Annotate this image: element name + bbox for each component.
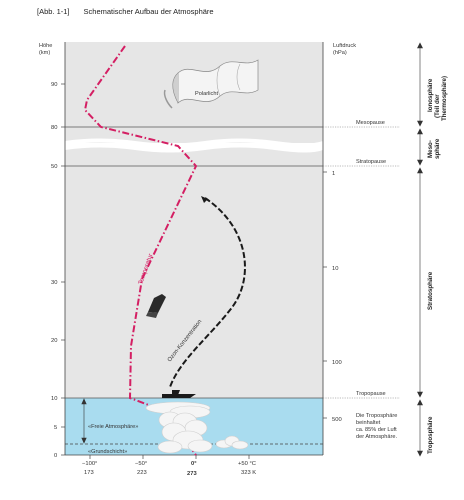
celsius-tick-minus50: −50° (135, 461, 147, 467)
stratosphere-label: Stratosphäre (427, 271, 434, 310)
rocket-illustration (146, 294, 166, 318)
cumulonimbus-cloud (145, 401, 213, 454)
ionosphere-note1: (Teil der (434, 94, 441, 118)
tropo-note-line1: Die Troposphäre (356, 413, 397, 419)
y-tick-0: 0 (54, 453, 57, 459)
p-tick-100: 100 (332, 360, 342, 366)
free-atmosphere-arrow (81, 398, 87, 444)
celsius-tick-0: 0° (191, 461, 197, 467)
y-tick-20: 20 (51, 338, 57, 344)
tropopause-label: Tropopause (356, 391, 386, 397)
main-panel (65, 147, 323, 398)
bottom-axis-ticks (89, 455, 250, 459)
freie-atmosphaere-label: «Freie Atmosphäre» (88, 424, 138, 430)
altitude-label: Höhe (39, 43, 52, 49)
mesopause-label: Mesopause (356, 120, 385, 126)
y-tick-80: 80 (51, 125, 57, 131)
temperature-curve (83, 45, 198, 456)
right-axis-ticks (323, 171, 327, 419)
y-tick-30: 30 (51, 280, 57, 286)
tropo-note-line4: der Atmosphäre. (356, 434, 397, 440)
tropo-note-line3: ca. 85% der Luft (356, 427, 397, 433)
layer-brackets (417, 42, 423, 457)
p-tick-1: 1 (332, 171, 335, 177)
ozone-curve-end (201, 196, 208, 203)
pressure-label: Luftdruck (333, 43, 356, 49)
ozone-curve (169, 197, 246, 388)
figure-title-text: Schematischer Aufbau der Atmosphäre (83, 7, 214, 16)
y-tick-50: 50 (51, 164, 57, 170)
troposphere-label: Troposphäre (427, 416, 434, 454)
aurora-illustration (163, 59, 259, 109)
celsius-tick-plus50: +50 °C (238, 461, 256, 467)
axis-break (64, 138, 324, 148)
altitude-unit: (km) (39, 50, 50, 56)
aircraft-illustration (162, 390, 196, 398)
left-axis-ticks (61, 83, 65, 456)
figure-number: [Abb. 1-1] (37, 7, 70, 16)
figure-title: [Abb. 1-1] Schematischer Aufbau der Atmos… (37, 7, 214, 16)
kelvin-tick-173: 173 (84, 470, 94, 476)
kelvin-tick-223: 223 (137, 470, 147, 476)
p-tick-500: 500 (332, 417, 342, 423)
y-tick-10: 10 (51, 396, 57, 402)
mesosphere-label2: sphäre (434, 138, 441, 159)
grundschicht-label: «Grundschicht» (88, 449, 127, 455)
stratopause-label: Stratopause (356, 159, 386, 165)
y-tick-90: 90 (51, 82, 57, 88)
celsius-tick-minus100: −100° (82, 461, 97, 467)
p-tick-10: 10 (332, 266, 338, 272)
pressure-unit: (hPa) (333, 50, 347, 56)
kelvin-tick-323: 323 K (241, 470, 256, 476)
polarlicht-label: Polarlicht (195, 91, 218, 97)
mesosphere-label1: Meso- (427, 140, 434, 158)
small-cloud (215, 435, 249, 450)
tropo-note-line2: beinhaltet (356, 420, 381, 426)
kelvin-tick-273: 273 (187, 471, 197, 477)
ionosphere-note2: Thermosphäre) (441, 76, 448, 121)
ionosphere-label: Ionosphäre (427, 78, 434, 112)
y-tick-5: 5 (54, 425, 57, 431)
